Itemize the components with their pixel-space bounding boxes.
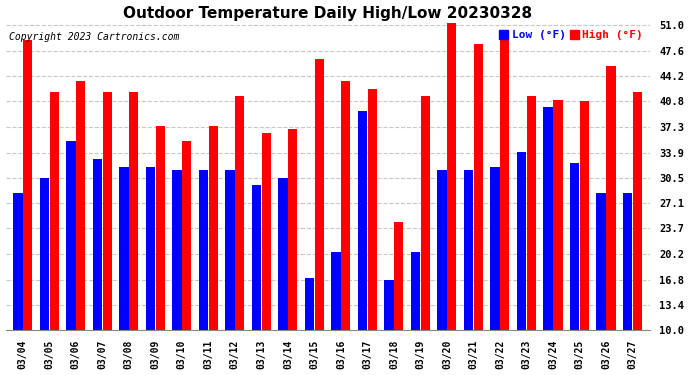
Bar (252, 185, 261, 330)
Bar (384, 280, 394, 330)
Bar (411, 252, 420, 330)
Bar (40, 178, 49, 330)
Bar (50, 92, 59, 330)
Bar (517, 152, 526, 330)
Bar (526, 96, 536, 330)
Bar (331, 252, 341, 330)
Legend: Low (°F), High (°F): Low (°F), High (°F) (498, 28, 644, 41)
Bar (262, 133, 271, 330)
Bar (119, 166, 128, 330)
Bar (553, 100, 562, 330)
Bar (226, 170, 235, 330)
Bar (341, 81, 351, 330)
Bar (315, 59, 324, 330)
Bar (607, 66, 615, 330)
Bar (491, 166, 500, 330)
Bar (92, 159, 102, 330)
Bar (103, 92, 112, 330)
Text: Copyright 2023 Cartronics.com: Copyright 2023 Cartronics.com (9, 32, 179, 42)
Bar (13, 193, 23, 330)
Bar (288, 129, 297, 330)
Bar (76, 81, 86, 330)
Bar (199, 170, 208, 330)
Bar (580, 101, 589, 330)
Bar (146, 166, 155, 330)
Bar (182, 141, 191, 330)
Bar (447, 22, 457, 330)
Bar (368, 88, 377, 330)
Bar (633, 92, 642, 330)
Bar (66, 141, 75, 330)
Bar (421, 96, 430, 330)
Bar (500, 36, 509, 330)
Title: Outdoor Temperature Daily High/Low 20230328: Outdoor Temperature Daily High/Low 20230… (123, 6, 532, 21)
Bar (172, 170, 181, 330)
Bar (464, 170, 473, 330)
Bar (623, 193, 632, 330)
Bar (544, 107, 553, 330)
Bar (235, 96, 244, 330)
Bar (208, 126, 218, 330)
Bar (278, 178, 288, 330)
Bar (570, 163, 579, 330)
Bar (358, 111, 367, 330)
Bar (305, 278, 314, 330)
Bar (129, 92, 139, 330)
Bar (596, 193, 606, 330)
Bar (23, 40, 32, 330)
Bar (474, 44, 483, 330)
Bar (437, 170, 446, 330)
Bar (156, 126, 165, 330)
Bar (394, 222, 404, 330)
